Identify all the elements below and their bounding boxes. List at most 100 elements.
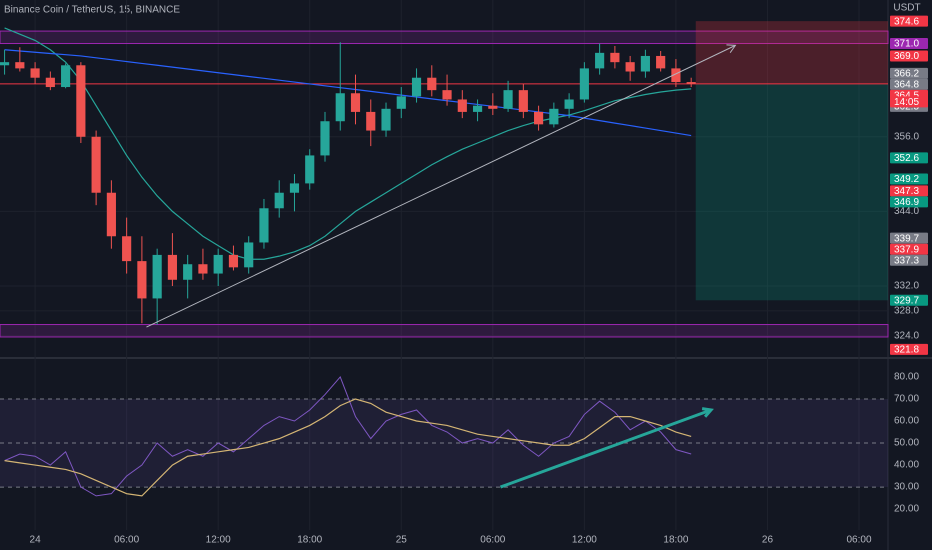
candle-body [30, 68, 40, 78]
zone [0, 324, 889, 338]
rsi-ma-line [4, 398, 692, 497]
y-tick-label: 328.0 [894, 305, 919, 316]
candle-body [305, 155, 315, 184]
trendline-arrow [726, 44, 737, 53]
candle-body [549, 108, 559, 125]
price-badge [890, 78, 928, 90]
candle-body [488, 105, 498, 109]
candle-body [396, 96, 406, 109]
price-badge [890, 38, 928, 50]
chart-title: Binance Coin / TetherUS, 15, BINANCE [4, 5, 180, 16]
moving-average [4, 27, 692, 260]
price-badge-label: 371.0 [894, 39, 919, 50]
candle-body [274, 192, 284, 209]
candle-body [289, 183, 300, 193]
candle-body [91, 136, 101, 193]
price-badge-label: 346.9 [894, 197, 919, 208]
y-tick-label: 324.0 [894, 330, 919, 341]
candle-body [472, 105, 483, 112]
candle-body [625, 62, 635, 72]
rsi-line [4, 376, 692, 497]
countdown-badge [890, 96, 928, 108]
price-badge [890, 343, 928, 355]
candle-body [61, 65, 71, 88]
candle-body [686, 82, 696, 84]
price-badge [890, 67, 928, 79]
candle-body [320, 121, 330, 156]
candle-body [244, 242, 254, 268]
y-tick-label: 344.0 [894, 206, 919, 217]
candle-body [137, 261, 147, 299]
candle-body [167, 254, 177, 280]
price-badge [890, 152, 928, 164]
price-badge-label: 337.3 [894, 255, 919, 266]
countdown: 14:05 [894, 97, 919, 108]
price-badge [890, 232, 928, 244]
candle-body [76, 65, 86, 137]
position-stop [695, 21, 888, 84]
price-badge [890, 50, 928, 62]
price-badge [890, 15, 928, 27]
price-badge-label: 364.5 [894, 91, 919, 102]
x-tick-label: 12:00 [206, 535, 231, 546]
candle-body [213, 254, 223, 274]
price-badge [890, 254, 928, 266]
x-tick-label: 12:00 [572, 535, 597, 546]
rsi-tick-label: 80.00 [894, 372, 919, 383]
candle-body [656, 55, 666, 69]
candle-body [350, 93, 361, 112]
candle-body [228, 254, 239, 268]
candle-body [183, 264, 193, 280]
x-tick-label: 06:00 [480, 535, 505, 546]
candle-body [442, 90, 452, 100]
price-badge [890, 185, 928, 197]
candle-body [381, 108, 391, 131]
rsi-tick-label: 60.00 [894, 416, 919, 427]
rsi-tick-label: 70.00 [894, 394, 919, 405]
price-badge-label: 364.8 [894, 80, 919, 91]
y-tick-label: 356.0 [894, 131, 919, 142]
candle-body [503, 90, 513, 109]
x-tick-label: 24 [30, 535, 42, 546]
candle-body [671, 68, 681, 83]
x-tick-label: 25 [396, 535, 408, 546]
x-tick-label: 18:00 [663, 535, 688, 546]
rsi-arrow-head [701, 407, 714, 418]
position-target [695, 83, 888, 301]
candle-body [518, 90, 528, 112]
candle-body [579, 68, 589, 100]
candle-body [106, 192, 116, 237]
candle-body [15, 62, 25, 69]
price-badge-label: 349.2 [894, 174, 919, 185]
price-badge-label: 374.6 [894, 16, 919, 27]
y-tick-label: 332.0 [894, 281, 919, 292]
candle-body [595, 52, 605, 69]
price-badge-label: 339.7 [894, 233, 919, 244]
trendline [146, 44, 736, 328]
price-badge [890, 243, 928, 255]
price-badge [890, 196, 928, 208]
candle-body [259, 208, 269, 243]
x-tick-label: 06:00 [114, 535, 139, 546]
rsi-tick-label: 20.00 [894, 504, 919, 515]
candle-body [411, 77, 422, 97]
rsi-tick-label: 40.00 [894, 460, 919, 471]
price-badge-label: 366.2 [894, 69, 919, 80]
candle-body [610, 52, 620, 63]
price-badge-label: 347.3 [894, 186, 919, 197]
price-badge-label: 369.0 [894, 51, 919, 62]
candle-body [335, 93, 345, 122]
candle-body [122, 236, 132, 262]
price-badge [890, 294, 928, 306]
x-tick-label: 18:00 [297, 535, 322, 546]
price-badge-label: 329.7 [894, 295, 919, 306]
zone [0, 30, 889, 45]
x-tick-label: 06:00 [846, 535, 871, 546]
candle-body [0, 62, 10, 66]
rsi-tick-label: 50.00 [894, 438, 919, 449]
candle-body [198, 264, 208, 274]
candle-body [564, 99, 574, 109]
candle-body [152, 254, 162, 299]
price-badge-label: 352.6 [894, 153, 919, 164]
